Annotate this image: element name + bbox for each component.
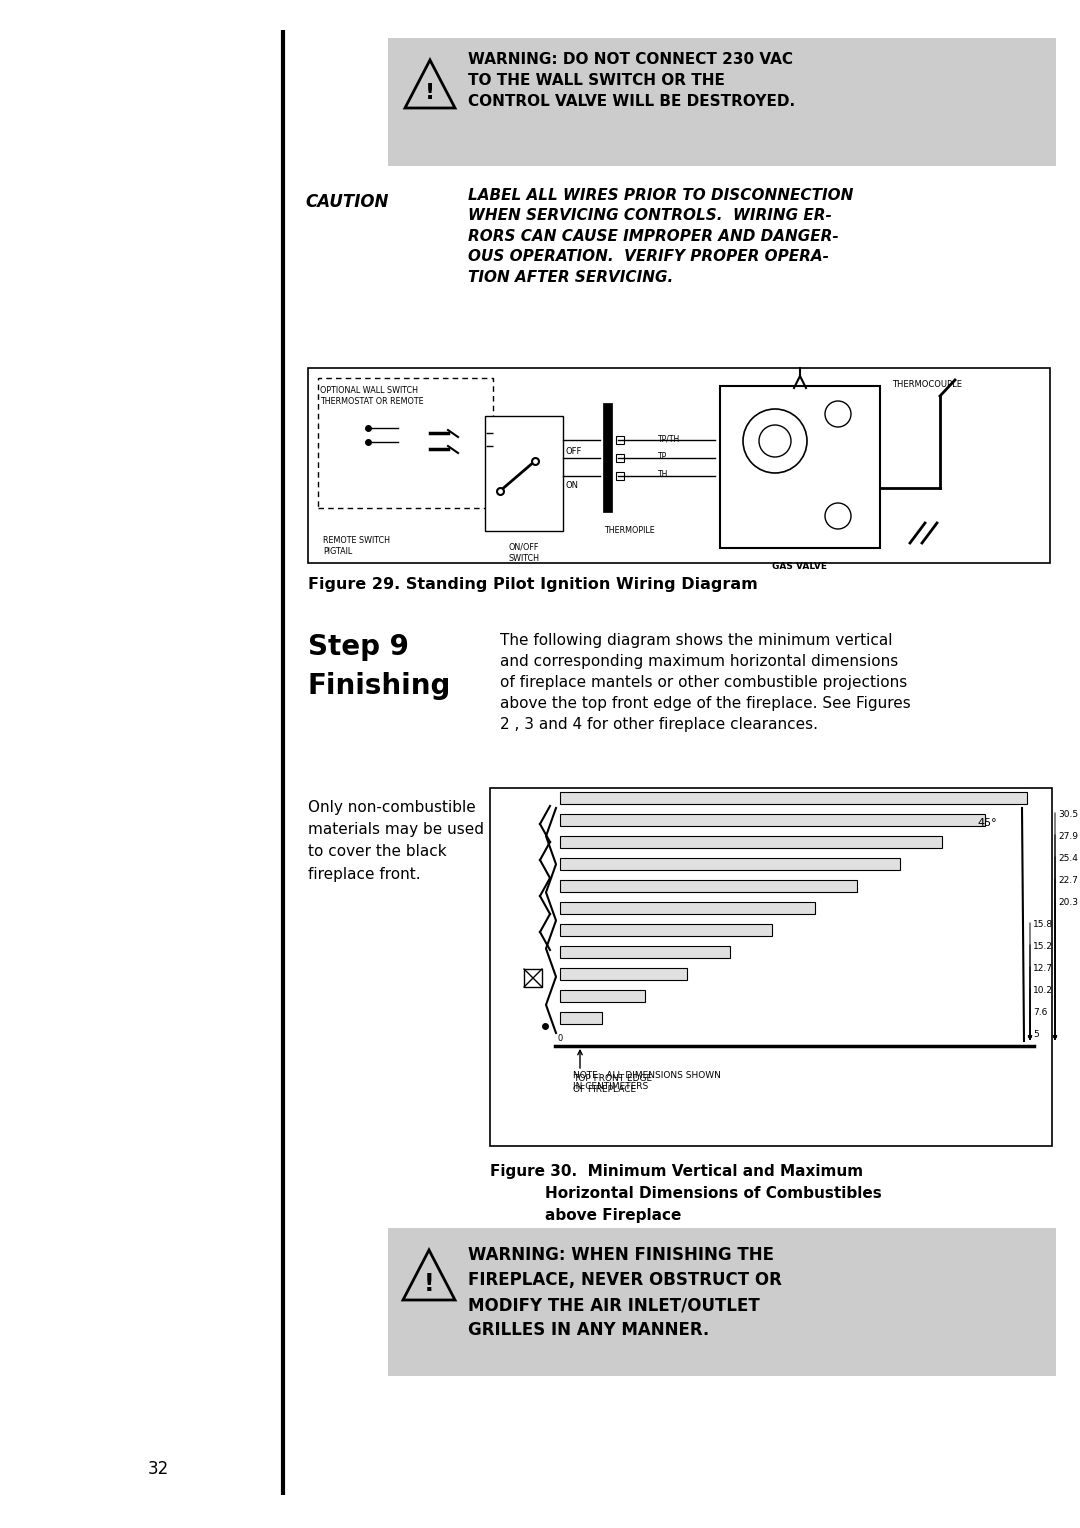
FancyBboxPatch shape (561, 836, 942, 848)
Text: LABEL ALL WIRES PRIOR TO DISCONNECTION
WHEN SERVICING CONTROLS.  WIRING ER-
RORS: LABEL ALL WIRES PRIOR TO DISCONNECTION W… (468, 188, 853, 284)
Text: WARNING: DO NOT CONNECT 230 VAC
TO THE WALL SWITCH OR THE
CONTROL VALVE WILL BE : WARNING: DO NOT CONNECT 230 VAC TO THE W… (468, 52, 795, 108)
Text: 45°: 45° (977, 817, 997, 828)
Text: 15.8: 15.8 (1032, 920, 1053, 929)
Text: 30.5: 30.5 (1058, 810, 1078, 819)
Text: Figure 29. Standing Pilot Ignition Wiring Diagram: Figure 29. Standing Pilot Ignition Wirin… (308, 578, 758, 591)
FancyBboxPatch shape (616, 435, 624, 445)
FancyBboxPatch shape (561, 902, 814, 914)
Text: 27.9: 27.9 (1058, 833, 1078, 840)
Text: 5: 5 (1032, 1030, 1039, 1039)
FancyBboxPatch shape (720, 387, 880, 549)
Text: ON/OFF
SWITCH: ON/OFF SWITCH (509, 542, 540, 564)
Text: 10.2: 10.2 (1032, 986, 1053, 995)
Text: 7.6: 7.6 (1032, 1008, 1048, 1018)
Text: Only non-combustible
materials may be used
to cover the black
fireplace front.: Only non-combustible materials may be us… (308, 801, 484, 882)
FancyBboxPatch shape (524, 969, 542, 987)
Text: THERMOPILE: THERMOPILE (604, 526, 654, 535)
FancyBboxPatch shape (308, 368, 1050, 562)
FancyBboxPatch shape (490, 788, 1052, 1146)
FancyBboxPatch shape (485, 416, 563, 532)
Text: The following diagram shows the minimum vertical
and corresponding maximum horiz: The following diagram shows the minimum … (500, 633, 910, 732)
Text: 12.7: 12.7 (1032, 964, 1053, 973)
FancyBboxPatch shape (561, 814, 985, 827)
FancyBboxPatch shape (561, 924, 772, 937)
Text: 22.7: 22.7 (1058, 876, 1078, 885)
FancyBboxPatch shape (388, 1229, 1056, 1377)
Text: TH: TH (658, 471, 669, 478)
Text: OPTIONAL WALL SWITCH
THERMOSTAT OR REMOTE: OPTIONAL WALL SWITCH THERMOSTAT OR REMOT… (320, 387, 423, 406)
Text: TP: TP (658, 452, 667, 461)
FancyBboxPatch shape (561, 880, 858, 892)
FancyBboxPatch shape (561, 990, 645, 1002)
Text: TP/TH: TP/TH (658, 434, 680, 443)
FancyBboxPatch shape (561, 792, 1027, 804)
FancyBboxPatch shape (561, 969, 687, 979)
Text: OFF: OFF (566, 446, 582, 455)
Text: THERMOCOUPLE: THERMOCOUPLE (892, 380, 962, 390)
FancyBboxPatch shape (561, 946, 730, 958)
FancyBboxPatch shape (616, 454, 624, 461)
Text: ON: ON (566, 481, 579, 490)
FancyBboxPatch shape (561, 859, 900, 869)
Text: Finishing: Finishing (308, 672, 451, 700)
Text: !: ! (424, 83, 435, 102)
Text: 20.3: 20.3 (1058, 898, 1078, 908)
Text: GAS VALVE: GAS VALVE (772, 562, 827, 571)
FancyBboxPatch shape (616, 472, 624, 480)
Text: 32: 32 (148, 1459, 170, 1478)
Text: WARNING: WHEN FINISHING THE
FIREPLACE, NEVER OBSTRUCT OR
MODIFY THE AIR INLET/OU: WARNING: WHEN FINISHING THE FIREPLACE, N… (468, 1245, 782, 1339)
Text: above Fireplace: above Fireplace (545, 1209, 681, 1222)
Text: 25.4: 25.4 (1058, 854, 1078, 863)
Text: REMOTE SWITCH
PIGTAIL: REMOTE SWITCH PIGTAIL (323, 536, 390, 556)
Text: TOP FRONT EDGE
OF FIREPLACE: TOP FRONT EDGE OF FIREPLACE (573, 1074, 652, 1094)
Text: 0: 0 (558, 1034, 564, 1044)
Text: Step 9: Step 9 (308, 633, 409, 662)
Text: NOTE:  ALL DIMENSIONS SHOWN
IN CENTIMETERS: NOTE: ALL DIMENSIONS SHOWN IN CENTIMETER… (573, 1071, 720, 1091)
Text: CAUTION: CAUTION (305, 193, 389, 211)
FancyBboxPatch shape (388, 38, 1056, 167)
Text: Figure 30.  Minimum Vertical and Maximum: Figure 30. Minimum Vertical and Maximum (490, 1164, 863, 1180)
Text: 15.2: 15.2 (1032, 941, 1053, 950)
Text: Horizontal Dimensions of Combustibles: Horizontal Dimensions of Combustibles (545, 1186, 881, 1201)
FancyBboxPatch shape (561, 1012, 603, 1024)
Text: !: ! (423, 1271, 434, 1296)
